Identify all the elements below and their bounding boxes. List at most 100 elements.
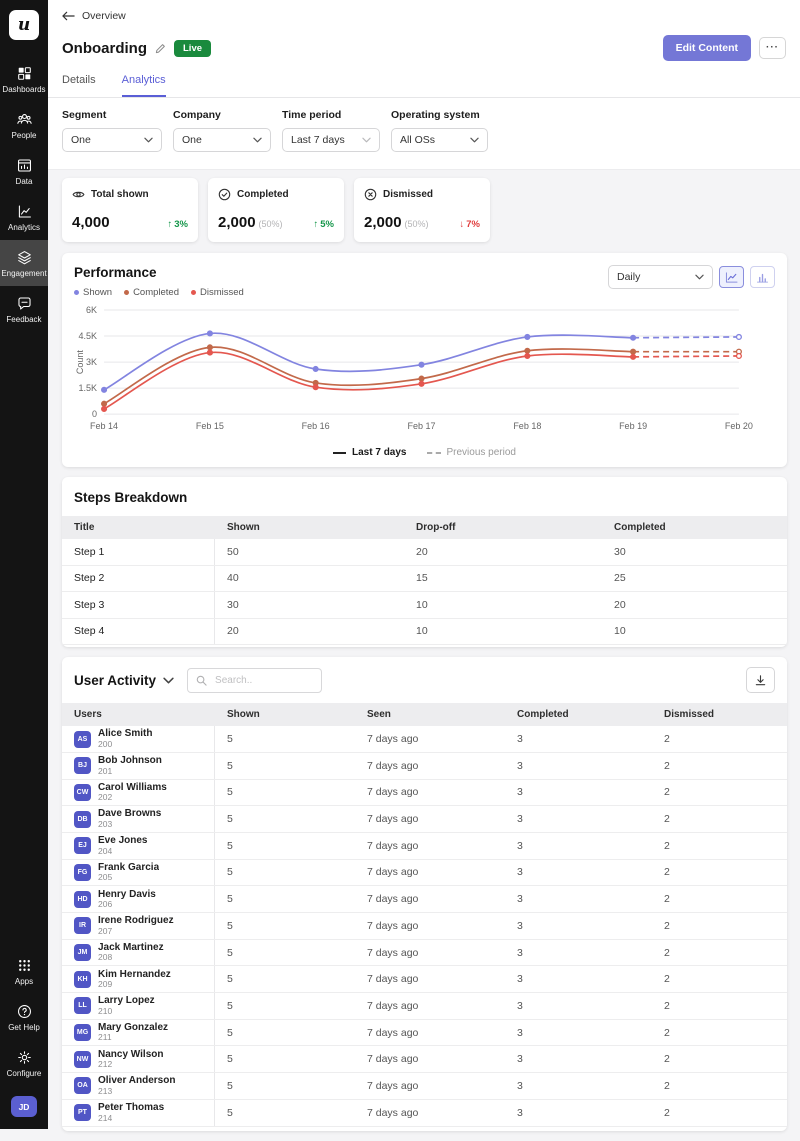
- sidebar-item-people[interactable]: People: [0, 102, 48, 148]
- app-logo[interactable]: u: [9, 10, 39, 40]
- user-cell: MG Mary Gonzalez 211: [62, 1020, 215, 1046]
- interval-select[interactable]: Daily: [608, 265, 713, 289]
- user-id: 208: [98, 953, 164, 963]
- chevron-down-icon: [695, 274, 704, 280]
- data-icon: [16, 157, 33, 174]
- app-root: u Dashboards People Data Analytics Engag…: [0, 0, 800, 1129]
- user-id: 210: [98, 1007, 155, 1017]
- user-dismissed-cell: 2: [652, 1080, 787, 1092]
- step-shown-cell: 20: [215, 625, 404, 637]
- eye-icon: [72, 188, 85, 201]
- table-row[interactable]: EJ Eve Jones 204 5 7 days ago 3 2: [62, 833, 787, 860]
- table-row[interactable]: IR Irene Rodriguez 207 5 7 days ago 3 2: [62, 913, 787, 940]
- stat-card-completed: Completed 2,000 (50%) ↑5%: [208, 178, 344, 242]
- edit-title-button[interactable]: [155, 43, 166, 54]
- user-activity-title: User Activity: [74, 673, 156, 688]
- table-row[interactable]: LL Larry Lopez 210 5 7 days ago 3 2: [62, 993, 787, 1020]
- user-seen-cell: 7 days ago: [355, 813, 505, 825]
- dashboards-icon: [16, 65, 33, 82]
- user-shown-cell: 5: [215, 1080, 355, 1092]
- stat-delta: ↑5%: [314, 219, 334, 230]
- column-header-seen: Seen: [355, 703, 505, 726]
- table-row: Step 3 30 10 20: [62, 592, 787, 619]
- sidebar-item-feedback[interactable]: Feedback: [0, 286, 48, 332]
- table-row[interactable]: CW Carol Williams 202 5 7 days ago 3 2: [62, 780, 787, 807]
- filters-bar: Segment One Company One Time period Last…: [48, 98, 800, 170]
- avatar: FG: [74, 864, 91, 881]
- user-cell: NW Nancy Wilson 212: [62, 1046, 215, 1072]
- solid-line-icon: [333, 452, 346, 454]
- layers-icon: [16, 249, 33, 266]
- steps-table-body: Step 1 50 20 30 Step 2 40 15 25 Step 3 3…: [62, 539, 787, 645]
- line-chart-toggle-button[interactable]: [719, 266, 744, 288]
- stat-sub-value: (50%): [405, 219, 429, 229]
- user-dismissed-cell: 2: [652, 893, 787, 905]
- user-cell: LL Larry Lopez 210: [62, 993, 215, 1019]
- user-avatar-initials: JD: [19, 1102, 30, 1112]
- user-seen-cell: 7 days ago: [355, 1027, 505, 1039]
- company-select[interactable]: One: [173, 128, 271, 152]
- edit-content-button[interactable]: Edit Content: [663, 35, 751, 61]
- chevron-down-icon: [163, 677, 174, 684]
- app-logo-glyph: u: [18, 15, 30, 35]
- tab-details[interactable]: Details: [62, 74, 96, 97]
- column-header-completed: Completed: [505, 703, 652, 726]
- table-row[interactable]: MG Mary Gonzalez 211 5 7 days ago 3 2: [62, 1020, 787, 1047]
- table-row[interactable]: FG Frank Garcia 205 5 7 days ago 3 2: [62, 860, 787, 887]
- user-seen-cell: 7 days ago: [355, 786, 505, 798]
- user-shown-cell: 5: [215, 840, 355, 852]
- user-completed-cell: 3: [505, 1053, 652, 1065]
- segment-select[interactable]: One: [62, 128, 162, 152]
- sidebar-item-engagement[interactable]: Engagement: [0, 240, 48, 286]
- back-link[interactable]: Overview: [62, 10, 126, 22]
- svg-text:0: 0: [92, 409, 97, 419]
- avatar: CW: [74, 784, 91, 801]
- user-shown-cell: 5: [215, 947, 355, 959]
- operating-system-select[interactable]: All OSs: [391, 128, 488, 152]
- svg-text:Feb 16: Feb 16: [302, 421, 330, 431]
- performance-panel: Performance ShownCompletedDismissed Dail…: [62, 253, 787, 467]
- user-name: Irene Rodriguez: [98, 915, 174, 927]
- tab-analytics[interactable]: Analytics: [122, 74, 166, 97]
- user-completed-cell: 3: [505, 840, 652, 852]
- stat-card-total-shown: Total shown 4,000 ↑3%: [62, 178, 198, 242]
- table-row[interactable]: JM Jack Martinez 208 5 7 days ago 3 2: [62, 940, 787, 967]
- stat-value: 2,000: [364, 214, 402, 231]
- user-seen-cell: 7 days ago: [355, 866, 505, 878]
- bar-chart-toggle-button[interactable]: [750, 266, 775, 288]
- sidebar-item-dashboards[interactable]: Dashboards: [0, 56, 48, 102]
- table-row[interactable]: HD Henry Davis 206 5 7 days ago 3 2: [62, 886, 787, 913]
- table-row[interactable]: AS Alice Smith 200 5 7 days ago 3 2: [62, 726, 787, 753]
- user-dismissed-cell: 2: [652, 840, 787, 852]
- sidebar-item-analytics[interactable]: Analytics: [0, 194, 48, 240]
- table-row[interactable]: NW Nancy Wilson 212 5 7 days ago 3 2: [62, 1046, 787, 1073]
- table-row[interactable]: BJ Bob Johnson 201 5 7 days ago 3 2: [62, 753, 787, 780]
- avatar: JM: [74, 944, 91, 961]
- legend-item: Completed: [124, 287, 179, 298]
- table-row[interactable]: PT Peter Thomas 214 5 7 days ago 3 2: [62, 1100, 787, 1127]
- user-id: 209: [98, 980, 171, 990]
- sidebar-item-get-help[interactable]: Get Help: [0, 994, 48, 1040]
- user-cell: DB Dave Browns 203: [62, 806, 215, 832]
- download-button[interactable]: [746, 667, 775, 693]
- step-completed-cell: 25: [602, 572, 787, 584]
- column-header-shown: Shown: [215, 703, 355, 726]
- table-row[interactable]: KH Kim Hernandez 209 5 7 days ago 3 2: [62, 966, 787, 993]
- time-period-select[interactable]: Last 7 days: [282, 128, 380, 152]
- table-row[interactable]: OA Oliver Anderson 213 5 7 days ago 3 2: [62, 1073, 787, 1100]
- user-name: Bob Johnson: [98, 755, 162, 767]
- search-input[interactable]: [213, 674, 313, 687]
- x-circle-icon: [364, 188, 377, 201]
- avatar: NW: [74, 1051, 91, 1068]
- sidebar-item-data[interactable]: Data: [0, 148, 48, 194]
- sidebar-item-apps[interactable]: Apps: [0, 948, 48, 994]
- chart-footer-legend: Last 7 days Previous period: [74, 447, 775, 458]
- table-row[interactable]: DB Dave Browns 203 5 7 days ago 3 2: [62, 806, 787, 833]
- dashed-line-icon: [427, 452, 441, 454]
- user-completed-cell: 3: [505, 866, 652, 878]
- user-activity-title-dropdown[interactable]: User Activity: [74, 673, 174, 688]
- more-options-button[interactable]: ···: [759, 37, 786, 59]
- user-avatar[interactable]: JD: [11, 1096, 37, 1117]
- sidebar-item-configure[interactable]: Configure: [0, 1040, 48, 1086]
- user-completed-cell: 3: [505, 920, 652, 932]
